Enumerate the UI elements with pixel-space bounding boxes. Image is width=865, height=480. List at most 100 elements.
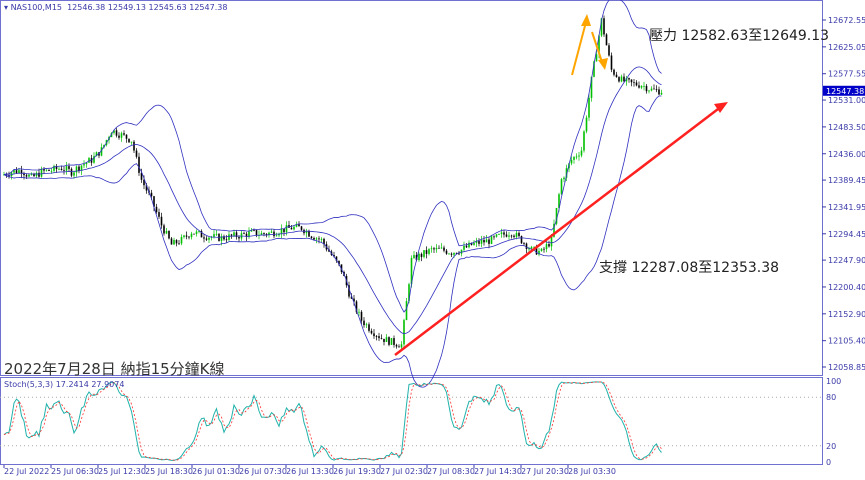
candle-body xyxy=(143,179,145,186)
y-tick-label: 12389.45 xyxy=(828,176,865,185)
bollinger-lower xyxy=(3,95,662,388)
candle xyxy=(525,242,528,254)
candle-body xyxy=(413,255,415,259)
candle xyxy=(610,52,613,73)
x-tick-label: 27 Jul 08:30 xyxy=(427,467,475,476)
candle xyxy=(120,131,123,142)
candle xyxy=(545,240,548,253)
candle-body xyxy=(463,245,465,250)
candle-body xyxy=(633,82,635,84)
candle xyxy=(513,234,515,239)
candle xyxy=(445,249,448,255)
candle-body xyxy=(195,231,198,234)
candle-body xyxy=(145,185,148,191)
candle-body xyxy=(445,250,448,254)
candle xyxy=(648,89,650,94)
candle-body xyxy=(603,18,605,35)
candle xyxy=(15,167,18,174)
candle-body xyxy=(203,237,205,239)
candle xyxy=(370,328,373,335)
y-tick-label: 12294.45 xyxy=(828,230,865,239)
candle-body xyxy=(435,247,438,250)
candle xyxy=(498,233,500,235)
candle xyxy=(440,243,443,249)
trend-arrowhead xyxy=(714,102,728,113)
candle-body xyxy=(570,159,573,164)
candle xyxy=(423,250,425,259)
candle xyxy=(300,225,303,232)
candle-body xyxy=(160,216,163,226)
support-label: 支撐 12287.08至12353.38 xyxy=(599,260,780,276)
candle xyxy=(23,171,25,180)
candle-body xyxy=(275,235,278,237)
candle-body xyxy=(123,133,125,135)
candle xyxy=(358,308,360,317)
candle-body xyxy=(470,242,473,245)
candle-body xyxy=(585,117,588,132)
candle-body xyxy=(230,234,233,236)
candle-body xyxy=(590,76,593,98)
candle xyxy=(175,239,178,247)
candle-body xyxy=(600,18,603,36)
candle xyxy=(290,225,293,230)
y-tick-label: 12625.05 xyxy=(828,43,865,52)
candle xyxy=(35,171,38,178)
down-arrow xyxy=(591,31,603,63)
candle xyxy=(495,233,498,238)
candle-body xyxy=(283,228,285,233)
candle-body xyxy=(78,166,80,171)
candle-body xyxy=(95,152,98,157)
bollinger-middle xyxy=(3,66,662,335)
candle xyxy=(425,246,428,259)
candle-body xyxy=(35,172,38,177)
candle-body xyxy=(228,234,230,240)
ohlc-values: 12546.38 12549.13 12545.63 12547.38 xyxy=(67,3,228,12)
candle xyxy=(660,89,663,95)
candle xyxy=(328,245,330,253)
stoch-level-label: 80 xyxy=(826,393,836,402)
candle-body xyxy=(68,166,70,169)
candle-body xyxy=(170,238,173,245)
x-tick-label: 25 Jul 18:30 xyxy=(145,467,193,476)
candle-body xyxy=(623,76,625,82)
candle xyxy=(490,235,493,245)
y-tick-label: 12483.50 xyxy=(828,123,865,132)
x-tick-label: 26 Jul 13:30 xyxy=(286,467,334,476)
candle-body xyxy=(233,232,235,236)
candle-body xyxy=(423,250,425,257)
candle xyxy=(508,231,510,240)
candle-body xyxy=(113,130,115,133)
candle xyxy=(48,169,50,172)
candle-body xyxy=(533,246,535,248)
candle xyxy=(515,230,518,240)
candle xyxy=(368,322,370,333)
candle xyxy=(645,84,648,94)
candle-body xyxy=(238,237,240,239)
x-tick-label: 27 Jul 02:30 xyxy=(380,467,428,476)
candle-body xyxy=(215,233,218,235)
candle xyxy=(588,93,590,121)
candle xyxy=(565,164,568,181)
y-tick-label: 12152.90 xyxy=(828,310,865,319)
stoch-level-label: 0 xyxy=(826,458,831,467)
candle-body xyxy=(58,168,60,170)
candle xyxy=(573,156,575,164)
candle-body xyxy=(595,54,598,62)
candle xyxy=(33,172,35,177)
candle-body xyxy=(175,240,178,244)
candle-body xyxy=(450,253,453,255)
candle-body xyxy=(40,168,43,177)
candle xyxy=(205,236,208,242)
candle-body xyxy=(193,233,195,235)
candle xyxy=(575,153,578,160)
candle xyxy=(70,167,73,178)
candle-body xyxy=(385,337,388,342)
candle-body xyxy=(335,256,338,261)
candle-body xyxy=(50,170,53,172)
candle xyxy=(40,166,43,178)
candle xyxy=(528,246,530,252)
candle-body xyxy=(495,234,498,237)
candle-body xyxy=(543,248,545,250)
